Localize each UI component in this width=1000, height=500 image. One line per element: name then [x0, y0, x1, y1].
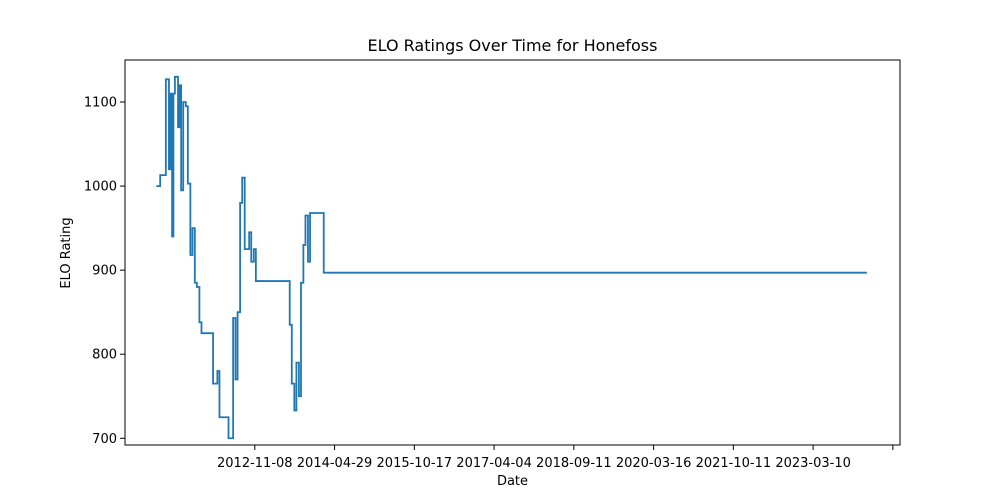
y-axis-ticks: 700 800 900 1000 1100	[84, 96, 125, 447]
plot-frame	[124, 59, 901, 446]
x-tick-label: 2021-10-11	[696, 456, 772, 471]
x-tick-label: 2012-11-08	[217, 456, 293, 471]
y-tick-label: 1000	[84, 180, 117, 195]
x-tick-label: 2015-10-17	[377, 456, 453, 471]
x-tick-label: 2023-03-10	[775, 456, 851, 471]
series-layer	[156, 75, 867, 440]
y-tick-label: 900	[92, 264, 117, 279]
y-tick-label: 800	[92, 348, 117, 363]
x-tick-label: 2017-04-04	[456, 456, 532, 471]
x-tick-label: 2020-03-16	[616, 456, 692, 471]
y-tick-label: 700	[92, 432, 117, 447]
x-axis-ticks: 2012-11-08 2014-04-29 2015-10-17 2017-04-04…	[217, 445, 894, 471]
series-line-0	[156, 75, 867, 440]
x-tick-label: 2014-04-29	[297, 456, 373, 471]
x-tick-label: 2018-09-11	[536, 456, 612, 471]
y-tick-label: 1100	[84, 96, 117, 111]
y-axis-label: ELO Rating	[59, 217, 74, 288]
x-axis-label: Date	[497, 474, 528, 489]
chart-title: ELO Ratings Over Time for Honefoss	[368, 36, 658, 55]
